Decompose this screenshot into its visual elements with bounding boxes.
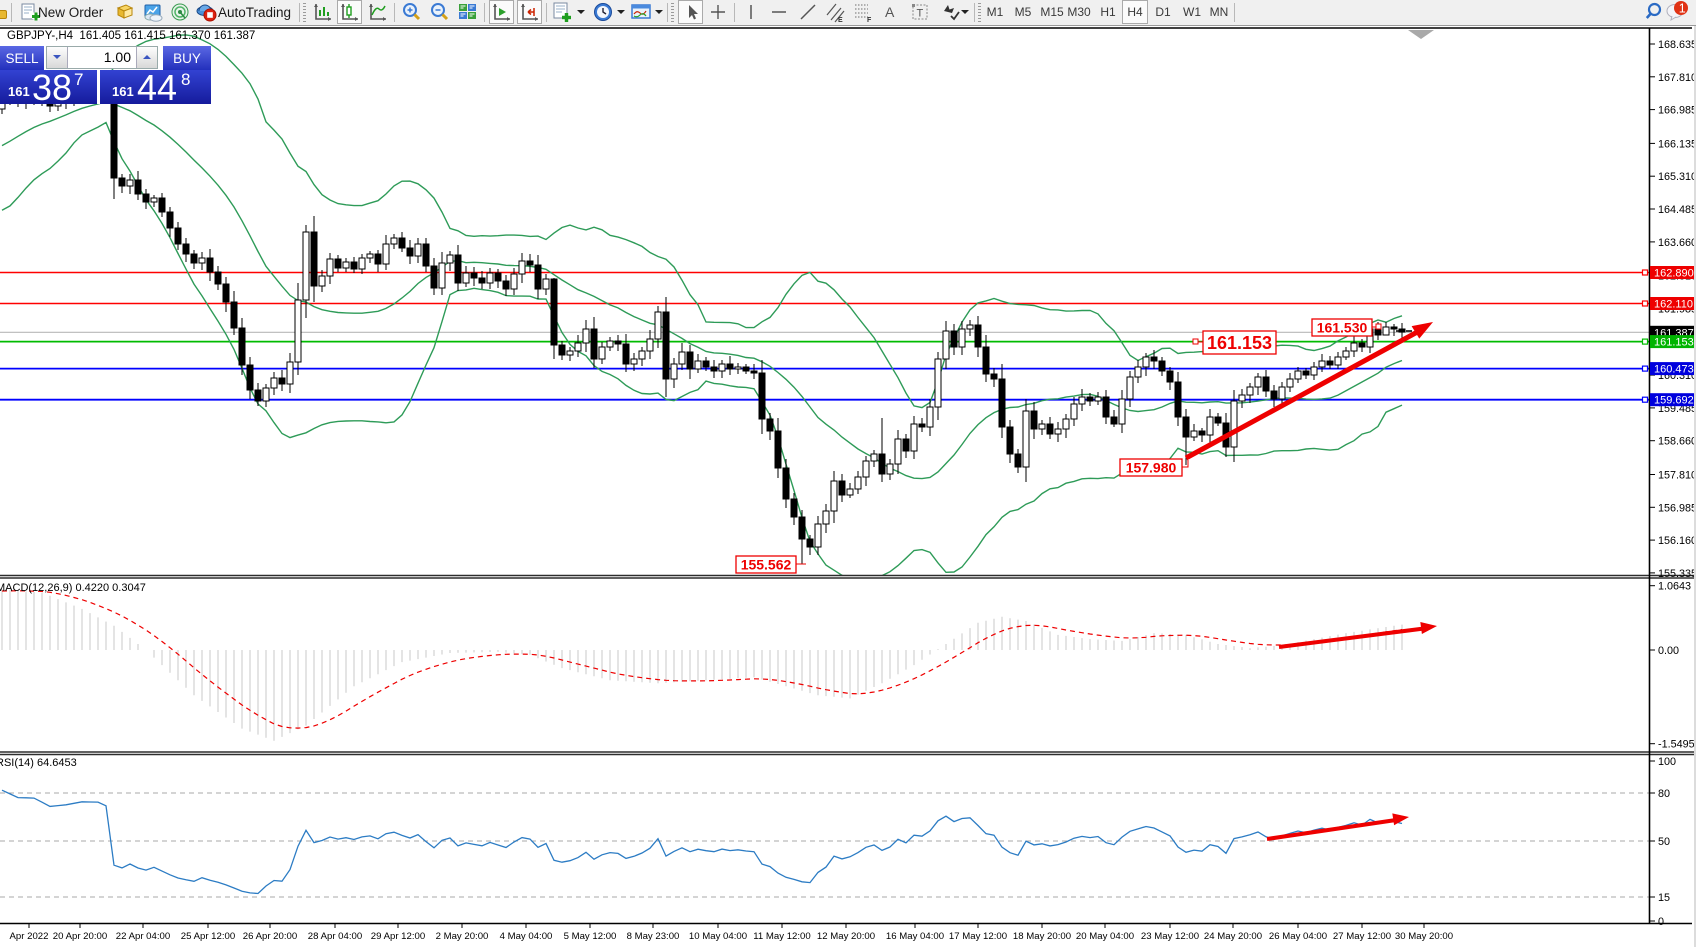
svg-text:T: T — [917, 8, 924, 20]
svg-text:26 Apr 20:00: 26 Apr 20:00 — [243, 931, 297, 942]
svg-text:28 Apr 04:00: 28 Apr 04:00 — [308, 931, 362, 942]
svg-text:158.660: 158.660 — [1658, 436, 1696, 448]
svg-text:30 May 20:00: 30 May 20:00 — [1395, 931, 1453, 942]
svg-text:161.530: 161.530 — [1317, 320, 1368, 336]
svg-text:165.310: 165.310 — [1658, 171, 1696, 183]
svg-text:26 May 04:00: 26 May 04:00 — [1269, 931, 1327, 942]
svg-text:156.160: 156.160 — [1658, 535, 1696, 547]
svg-text:MACD(12,26,9) 0.4220 0.3047: MACD(12,26,9) 0.4220 0.3047 — [0, 582, 146, 594]
svg-text:156.985: 156.985 — [1658, 502, 1696, 514]
svg-text:163.660: 163.660 — [1658, 237, 1696, 249]
svg-text:17 May 12:00: 17 May 12:00 — [949, 931, 1007, 942]
svg-text:22 Apr 04:00: 22 Apr 04:00 — [116, 931, 170, 942]
svg-text:20 Apr 20:00: 20 Apr 20:00 — [53, 931, 107, 942]
svg-text:160.473: 160.473 — [1654, 364, 1694, 376]
svg-text:0: 0 — [1658, 916, 1664, 928]
svg-text:10 May 04:00: 10 May 04:00 — [689, 931, 747, 942]
svg-text:2 May 20:00: 2 May 20:00 — [436, 931, 489, 942]
svg-text:161.153: 161.153 — [1207, 333, 1272, 353]
svg-text:168.635: 168.635 — [1658, 39, 1696, 51]
svg-text:Apr 2022: Apr 2022 — [10, 931, 49, 942]
svg-text:157.980: 157.980 — [1126, 460, 1177, 476]
svg-text:-1.5495: -1.5495 — [1658, 739, 1695, 751]
svg-text:155.562: 155.562 — [741, 557, 792, 573]
svg-text:162.110: 162.110 — [1654, 299, 1693, 311]
svg-text:166.135: 166.135 — [1658, 138, 1696, 150]
svg-text:1: 1 — [1679, 2, 1686, 16]
svg-text:RSI(14) 64.6453: RSI(14) 64.6453 — [0, 757, 77, 769]
svg-text:164.485: 164.485 — [1658, 204, 1696, 216]
svg-text:167.810: 167.810 — [1658, 72, 1696, 84]
svg-text:25 Apr 12:00: 25 Apr 12:00 — [181, 931, 235, 942]
svg-text:80: 80 — [1658, 788, 1670, 800]
svg-text:4 May 04:00: 4 May 04:00 — [500, 931, 553, 942]
svg-text:27 May 12:00: 27 May 12:00 — [1333, 931, 1391, 942]
svg-text:5 May 12:00: 5 May 12:00 — [564, 931, 617, 942]
svg-text:159.692: 159.692 — [1654, 395, 1694, 407]
svg-text:F: F — [867, 17, 872, 24]
svg-text:E: E — [838, 17, 843, 24]
svg-text:166.985: 166.985 — [1658, 105, 1696, 117]
svg-text:0.00: 0.00 — [1658, 645, 1679, 657]
svg-text:162.890: 162.890 — [1654, 268, 1694, 280]
svg-text:16 May 04:00: 16 May 04:00 — [886, 931, 944, 942]
svg-text:24 May 20:00: 24 May 20:00 — [1204, 931, 1262, 942]
svg-text:1.0643: 1.0643 — [1658, 581, 1691, 593]
svg-text:157.810: 157.810 — [1658, 470, 1696, 482]
svg-text:100: 100 — [1658, 756, 1676, 768]
svg-text:8 May 23:00: 8 May 23:00 — [627, 931, 680, 942]
svg-text:15: 15 — [1658, 892, 1670, 904]
svg-text:23 May 12:00: 23 May 12:00 — [1141, 931, 1199, 942]
svg-text:50: 50 — [1658, 836, 1670, 848]
svg-text:11 May 12:00: 11 May 12:00 — [753, 931, 810, 942]
svg-text:155.335: 155.335 — [1658, 568, 1696, 580]
svg-text:161.153: 161.153 — [1654, 337, 1694, 349]
svg-text:29 Apr 12:00: 29 Apr 12:00 — [371, 931, 425, 942]
svg-text:18 May 20:00: 18 May 20:00 — [1013, 931, 1071, 942]
svg-text:20 May 04:00: 20 May 04:00 — [1076, 931, 1134, 942]
svg-text:A: A — [885, 4, 895, 20]
svg-text:12 May 20:00: 12 May 20:00 — [817, 931, 875, 942]
